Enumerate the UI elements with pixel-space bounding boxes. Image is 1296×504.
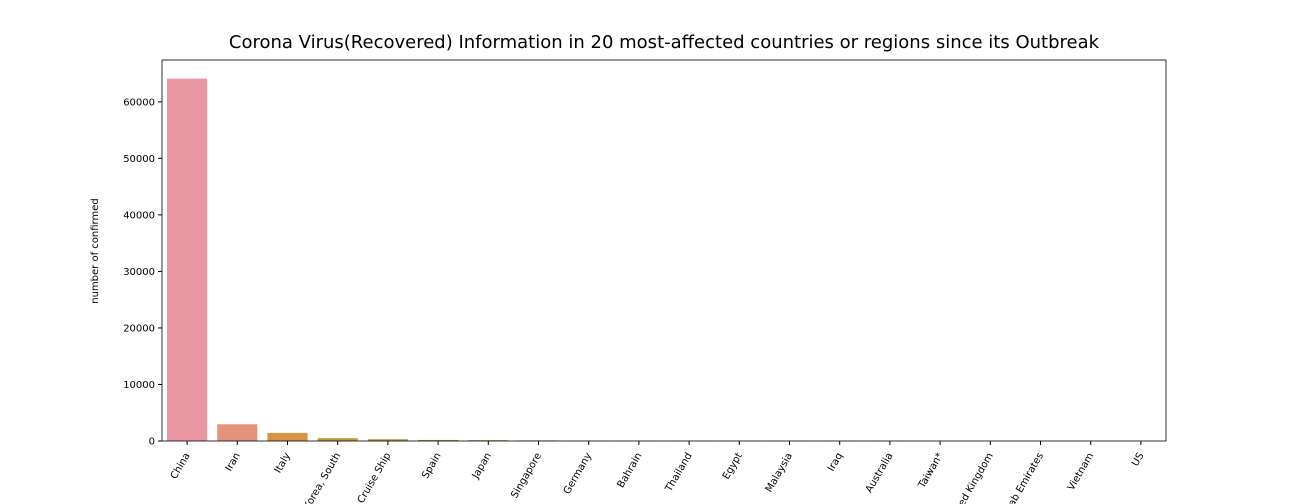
bar [267, 432, 308, 441]
x-tick-label: Vietnam [1066, 451, 1096, 493]
y-tick-label: 60000 [123, 97, 155, 108]
x-tick-label: Spain [420, 451, 444, 481]
x-tick-label: Iran [224, 451, 243, 473]
y-tick-label: 30000 [123, 267, 155, 278]
chart-title: Corona Virus(Recovered) Information in 2… [229, 32, 1100, 53]
x-tick-label: Bahrain [616, 451, 645, 490]
x-tick-label: Iraq [826, 451, 845, 473]
x-tick-label: Malaysia [764, 451, 795, 494]
y-tick-label: 50000 [123, 154, 155, 165]
x-tick-label: Japan [470, 451, 494, 482]
y-tick-label: 10000 [123, 380, 155, 391]
x-tick-label: Cruise Ship [356, 451, 394, 504]
x-tick-label: Thailand [663, 451, 695, 495]
x-tick-label: United Kingdom [946, 451, 996, 504]
bar [367, 439, 408, 441]
bar [217, 424, 258, 441]
x-tick-label: Germany [562, 451, 595, 496]
x-tick-label: Taiwan* [916, 451, 946, 491]
x-tick-label: US [1130, 451, 1146, 468]
x-tick-label: Egypt [721, 451, 745, 482]
x-tick-label: Italy [273, 451, 293, 475]
x-tick-label: China [169, 451, 193, 481]
y-tick-label: 0 [149, 437, 155, 448]
y-tick-label: 20000 [123, 323, 155, 334]
x-tick-label: Australia [864, 451, 896, 495]
y-axis-label: number of confirmed [90, 198, 101, 303]
x-tick-label: Singapore [509, 451, 544, 500]
bar [167, 78, 208, 442]
bar [418, 439, 459, 441]
y-tick-label: 40000 [123, 210, 155, 221]
bar [317, 438, 358, 441]
x-tick-label: Korea, South [302, 451, 343, 504]
plot-frame [161, 59, 1167, 442]
